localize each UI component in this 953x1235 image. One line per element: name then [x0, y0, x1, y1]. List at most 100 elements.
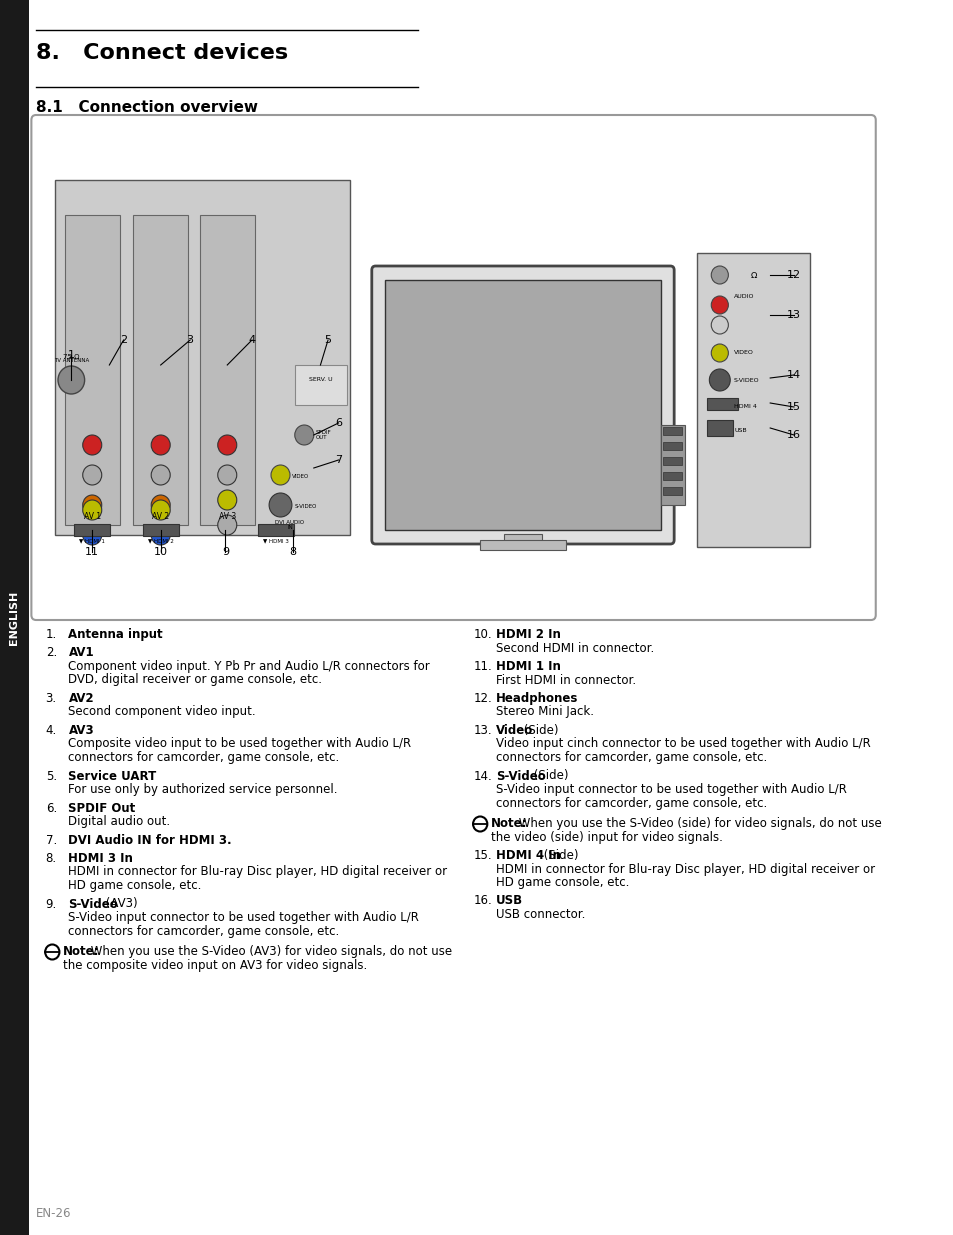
Text: S-Video: S-Video: [69, 898, 118, 910]
Bar: [662, 442, 681, 450]
Text: 11: 11: [85, 547, 99, 557]
Text: 15.: 15.: [473, 848, 492, 862]
Circle shape: [711, 266, 727, 284]
Circle shape: [473, 816, 487, 831]
Text: 12: 12: [786, 270, 801, 280]
Circle shape: [83, 495, 102, 515]
Text: (Side): (Side): [530, 769, 568, 783]
Circle shape: [294, 425, 314, 445]
Text: USB connector.: USB connector.: [496, 908, 585, 921]
Text: (Side): (Side): [539, 848, 578, 862]
Text: 2.: 2.: [46, 646, 57, 659]
Text: Headphones: Headphones: [496, 692, 578, 705]
Text: For use only by authorized service personnel.: For use only by authorized service perso…: [69, 783, 337, 797]
Circle shape: [151, 495, 170, 515]
Text: 5: 5: [324, 335, 332, 345]
Circle shape: [711, 316, 727, 333]
FancyBboxPatch shape: [707, 420, 732, 436]
Text: 10: 10: [153, 547, 168, 557]
Text: 13.: 13.: [473, 724, 492, 737]
Text: the composite video input on AV3 for video signals.: the composite video input on AV3 for vid…: [63, 958, 367, 972]
Text: AUDIO: AUDIO: [733, 294, 754, 300]
Bar: [660, 425, 684, 505]
Text: When you use the S-Video (AV3) for video signals, do not use: When you use the S-Video (AV3) for video…: [87, 945, 452, 958]
Circle shape: [709, 369, 729, 391]
Text: 5.: 5.: [46, 769, 57, 783]
Text: connectors for camcorder, game console, etc.: connectors for camcorder, game console, …: [496, 797, 767, 809]
Text: 12.: 12.: [473, 692, 492, 705]
Text: (AV3): (AV3): [102, 898, 137, 910]
Text: connectors for camcorder, game console, etc.: connectors for camcorder, game console, …: [496, 751, 767, 764]
Text: Composite video input to be used together with Audio L/R: Composite video input to be used togethe…: [69, 737, 411, 751]
Text: AV2: AV2: [69, 692, 94, 705]
Circle shape: [217, 515, 236, 535]
Text: 13: 13: [786, 310, 801, 320]
Text: HDMI 4 In: HDMI 4 In: [496, 848, 560, 862]
Text: HDMI 2 In: HDMI 2 In: [496, 629, 560, 641]
Text: connectors for camcorder, game console, etc.: connectors for camcorder, game console, …: [69, 925, 339, 937]
Text: Second HDMI in connector.: Second HDMI in connector.: [496, 641, 654, 655]
Text: AV 2: AV 2: [152, 513, 169, 521]
Circle shape: [711, 296, 727, 314]
Text: ENGLISH: ENGLISH: [10, 590, 19, 645]
Bar: [199, 215, 254, 525]
Bar: [662, 472, 681, 480]
Circle shape: [83, 500, 102, 520]
Text: Video input cinch connector to be used together with Audio L/R: Video input cinch connector to be used t…: [496, 737, 870, 751]
Text: S-VIDEO: S-VIDEO: [294, 505, 316, 510]
Text: DVI AUDIO
IN: DVI AUDIO IN: [275, 520, 304, 530]
Circle shape: [83, 466, 102, 485]
Bar: [133, 215, 188, 525]
FancyBboxPatch shape: [31, 115, 875, 620]
FancyBboxPatch shape: [707, 398, 737, 410]
Text: Service UART: Service UART: [69, 769, 156, 783]
Text: 4: 4: [248, 335, 255, 345]
Bar: [662, 427, 681, 435]
Text: S-VIDEO: S-VIDEO: [733, 378, 759, 383]
Bar: [503, 534, 541, 542]
Text: USB: USB: [496, 894, 523, 908]
Text: 10.: 10.: [473, 629, 492, 641]
Text: 8.1   Connection overview: 8.1 Connection overview: [36, 100, 258, 115]
Text: HDMI 4: HDMI 4: [733, 405, 756, 410]
Bar: [65, 215, 120, 525]
Text: (Side): (Side): [519, 724, 558, 737]
Text: 7: 7: [335, 454, 342, 466]
Text: Component video input. Y Pb Pr and Audio L/R connectors for: Component video input. Y Pb Pr and Audio…: [69, 659, 430, 673]
Text: AV 1: AV 1: [84, 513, 101, 521]
Text: connectors for camcorder, game console, etc.: connectors for camcorder, game console, …: [69, 751, 339, 764]
Text: 1: 1: [68, 350, 74, 359]
Text: Antenna input: Antenna input: [69, 629, 163, 641]
Text: Second component video input.: Second component video input.: [69, 705, 255, 719]
Circle shape: [45, 945, 59, 960]
Circle shape: [151, 466, 170, 485]
Bar: [385, 280, 660, 530]
Text: 9.: 9.: [46, 898, 57, 910]
Text: First HDMI in connector.: First HDMI in connector.: [496, 673, 636, 687]
Text: 16.: 16.: [473, 894, 492, 908]
Text: 2: 2: [120, 335, 127, 345]
Circle shape: [83, 525, 102, 545]
Circle shape: [151, 500, 170, 520]
Text: USB: USB: [733, 427, 746, 432]
Bar: [55, 180, 350, 535]
Text: EN-26: EN-26: [36, 1207, 71, 1220]
FancyBboxPatch shape: [697, 253, 809, 547]
Text: SPDIF Out: SPDIF Out: [69, 802, 135, 815]
Text: AV 3: AV 3: [218, 513, 235, 521]
Circle shape: [83, 435, 102, 454]
Text: HD game console, etc.: HD game console, etc.: [69, 879, 202, 892]
Circle shape: [711, 345, 727, 362]
FancyBboxPatch shape: [372, 266, 674, 543]
Bar: [662, 457, 681, 466]
Text: TV ANTENNA: TV ANTENNA: [53, 358, 89, 363]
Text: ▼ HDMI 1: ▼ HDMI 1: [79, 538, 105, 543]
Text: HDMI 3 In: HDMI 3 In: [69, 852, 133, 864]
Text: 6.: 6.: [46, 802, 57, 815]
Text: Ω: Ω: [750, 270, 757, 279]
Text: Note:: Note:: [63, 945, 99, 958]
Text: 75 Ω: 75 Ω: [63, 354, 79, 359]
Circle shape: [58, 366, 85, 394]
Text: 1.: 1.: [46, 629, 57, 641]
Text: 14: 14: [786, 370, 801, 380]
